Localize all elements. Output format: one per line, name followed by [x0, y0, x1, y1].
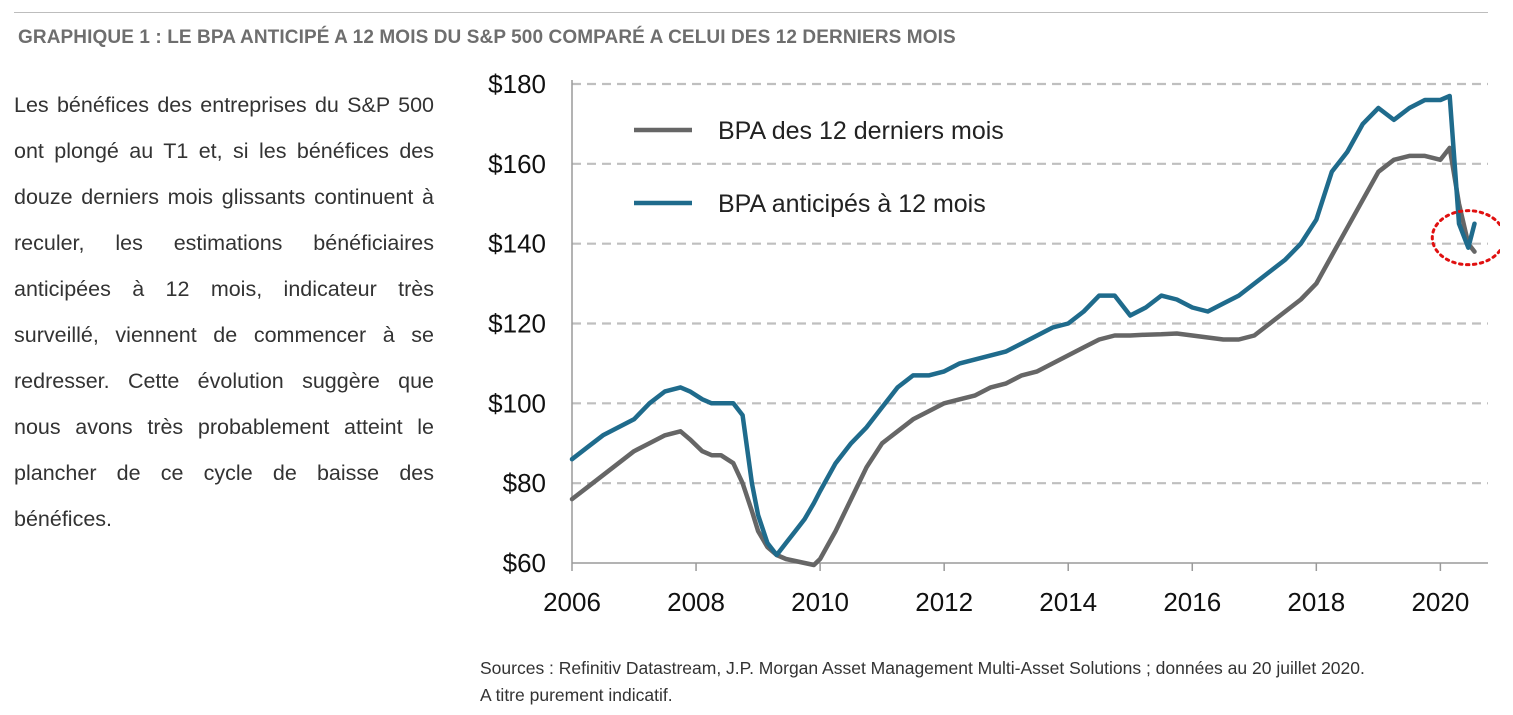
x-tick-label: 2008: [667, 587, 725, 617]
y-tick-label: $180: [488, 69, 546, 99]
top-rule: [14, 12, 1488, 13]
y-tick-label: $80: [503, 468, 546, 498]
y-tick-label: $120: [488, 309, 546, 339]
figure-title: GRAPHIQUE 1 : LE BPA ANTICIPÉ A 12 MOIS …: [18, 27, 956, 48]
x-tick-label: 2018: [1287, 587, 1345, 617]
x-tick-label: 2010: [791, 587, 849, 617]
y-tick-label: $60: [503, 548, 546, 578]
commentary-text: Les bénéfices des entreprises du S&P 500…: [14, 93, 434, 531]
disclaimer-line: A titre purement indicatif.: [480, 685, 673, 705]
y-tick-label: $140: [488, 229, 546, 259]
annotation-circle: [1430, 209, 1500, 267]
eps-line-chart: $60 $80 $100 $120 $140 $160 $180 2006 2008 2010 2…: [488, 69, 1500, 617]
chart-container: $60 $80 $100 $120 $140 $160 $180 2006 2008 2010 2…: [460, 60, 1500, 640]
y-tick-label: $160: [488, 149, 546, 179]
x-tick-label: 2016: [1163, 587, 1221, 617]
x-tick-label: 2006: [543, 587, 601, 617]
y-tick-label: $100: [488, 388, 546, 418]
x-tick-label: 2014: [1039, 587, 1097, 617]
sources-note: Sources : Refinitiv Datastream, J.P. Mor…: [480, 655, 1365, 709]
x-tick-label: 2012: [915, 587, 973, 617]
series-line-forward-eps: [569, 93, 1477, 558]
sources-line: Sources : Refinitiv Datastream, J.P. Mor…: [480, 658, 1365, 678]
x-tick-label: 2020: [1411, 587, 1469, 617]
legend-label: BPA des 12 derniers mois: [718, 117, 1004, 145]
legend-label: BPA anticipés à 12 mois: [718, 190, 986, 218]
series-line-trailing-eps: [569, 145, 1477, 568]
